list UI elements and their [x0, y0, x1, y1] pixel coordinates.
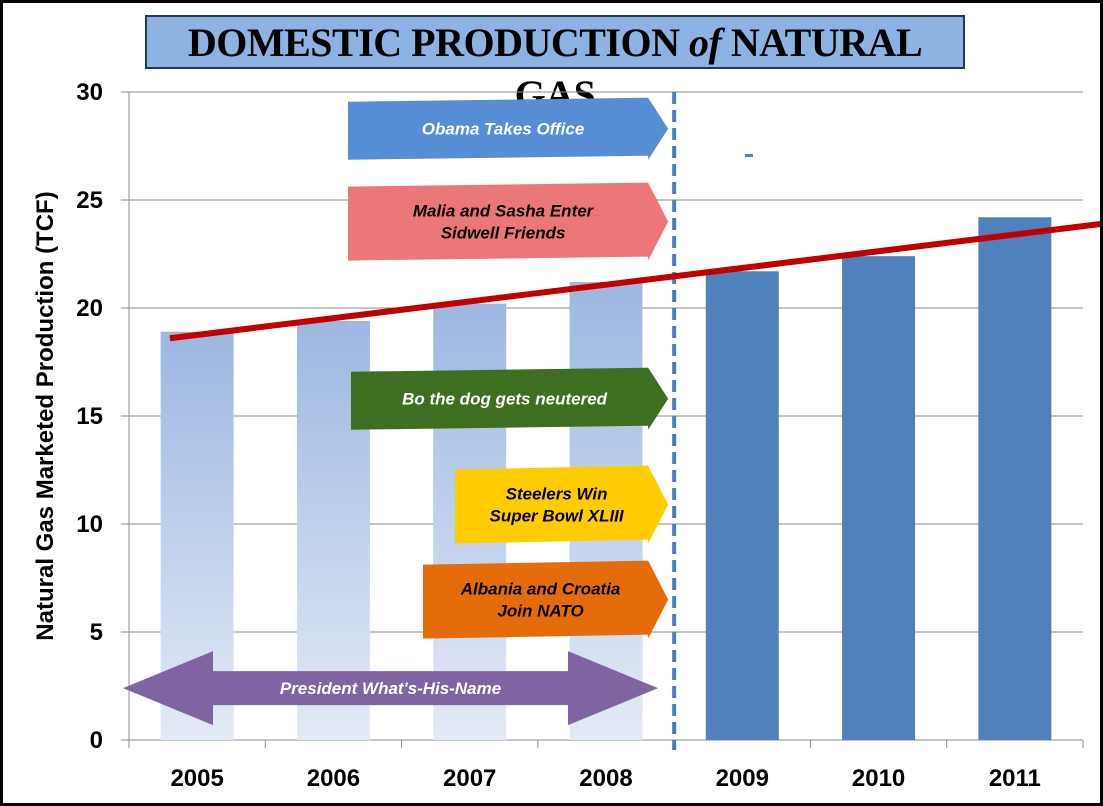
annotation-arrow: [423, 560, 669, 639]
annotation-arrow: [348, 182, 669, 261]
annotation-label: Super Bowl XLIII: [490, 507, 625, 526]
title-part: DOMESTIC PRODUCTION: [187, 20, 689, 65]
annotation-arrow: [123, 651, 658, 726]
x-tick-label: 2009: [716, 765, 769, 792]
annotation-label: Malia and Sasha Enter: [413, 202, 595, 221]
annotation-label: Steelers Win: [506, 485, 608, 504]
y-axis-label: Natural Gas Marketed Production (TCF): [32, 191, 59, 640]
annotation-label: Bo the dog gets neutered: [402, 390, 608, 409]
annotation-label: President What's-His-Name: [280, 679, 501, 698]
x-tick-label: 2005: [170, 765, 223, 792]
y-tick-label: 15: [76, 403, 103, 430]
annotation-arrow: [348, 97, 669, 160]
annotation-label: Obama Takes Office: [422, 120, 585, 139]
annotation-label: Sidwell Friends: [441, 224, 566, 243]
stray-mark: [745, 154, 753, 157]
x-tick-label: 2010: [852, 765, 905, 792]
x-tick-label: 2008: [579, 765, 632, 792]
x-tick-label: 2007: [443, 765, 496, 792]
y-tick-label: 20: [76, 295, 103, 322]
title-part: NATURAL GAS: [514, 20, 923, 117]
annotation-label: Albania and Croatia: [460, 580, 621, 599]
trend-line: [169, 221, 1100, 342]
x-tick-label: 2006: [307, 765, 360, 792]
y-tick-label: 5: [90, 619, 103, 646]
bar-2009: [705, 271, 779, 740]
y-tick-label: 0: [90, 727, 103, 754]
bar-chart: 0 5 10 15 20 25 30 2005 2006 2007 2008 2009 2010 2011…: [32, 79, 1100, 792]
x-tick-label: 2011: [989, 765, 1041, 792]
chart-title: DOMESTIC PRODUCTION of NATURAL GAS: [145, 15, 965, 117]
annotation-arrow: [455, 465, 669, 544]
bar-2010: [842, 256, 916, 740]
y-tick-label: 25: [76, 187, 103, 214]
title-part-italic: of: [689, 20, 722, 65]
y-tick-label: 30: [76, 79, 103, 106]
annotation-arrow: [351, 367, 669, 430]
bar-2011: [978, 217, 1052, 740]
y-tick-label: 10: [76, 511, 103, 538]
annotation-label: Join NATO: [497, 602, 583, 621]
